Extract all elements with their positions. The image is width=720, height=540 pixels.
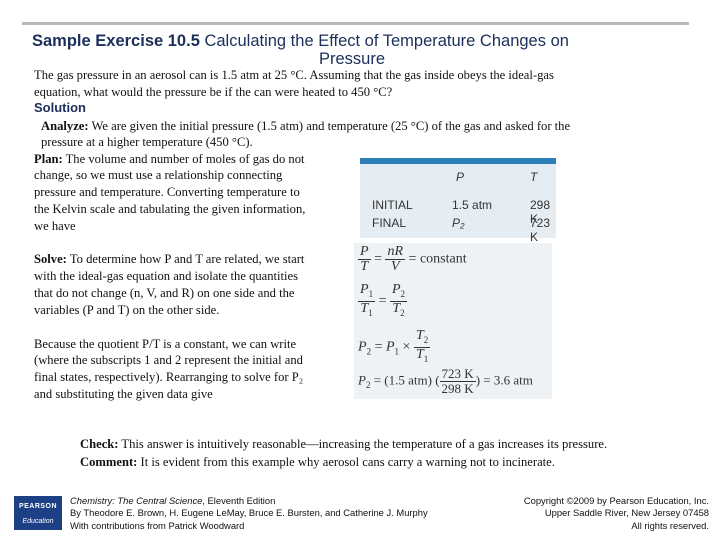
comment-line: Comment: It is evident from this example…: [80, 454, 555, 472]
book-edition: , Eleventh Edition: [202, 495, 276, 506]
table-row-initial-p: 1.5 atm: [452, 198, 493, 212]
footer-book-info: Chemistry: The Central Science, Eleventh…: [70, 495, 428, 532]
comment-label: Comment:: [80, 455, 138, 469]
exercise-number: Sample Exercise 10.5: [32, 32, 200, 50]
table-row-final-label: FINAL: [372, 216, 407, 230]
analyze-line-1: Analyze: We are given the initial pressu…: [41, 118, 570, 136]
equation-substituted: P2 = (1.5 atm) (723 K 298 K) = 3.6 atm: [358, 366, 533, 396]
table-row-initial-t: 298 K: [530, 198, 551, 226]
plan-line-4: the Kelvin scale and tabulating the give…: [34, 202, 306, 216]
table-row-final-t: 723 K: [530, 216, 551, 244]
because-line-2: (where the subscripts 1 and 2 represent …: [34, 353, 303, 367]
book-contributors: With contributions from Patrick Woodward: [70, 519, 245, 531]
equation-solve-p2: P2 = P1 × T2 T1: [358, 328, 431, 364]
exercise-title: Calculating the Effect of Temperature Ch…: [204, 32, 569, 50]
check-text: This answer is intuitively reasonable—in…: [121, 437, 608, 451]
p1-value: (1.5 atm): [384, 372, 432, 388]
solution-heading: Solution: [34, 100, 86, 115]
plan-label: Plan:: [34, 152, 63, 166]
comment-text: It is evident from this example why aero…: [140, 455, 555, 469]
solve-line-3: that do not change (n, V, and R) on one …: [34, 286, 295, 300]
t1-value: 298 K: [441, 381, 474, 396]
rights-line: All rights reserved.: [631, 519, 709, 531]
t2-value: 723 K: [439, 366, 476, 382]
plan-text: The volume and number of moles of gas do…: [65, 152, 305, 166]
slide-title: Sample Exercise 10.5 Calculating the Eff…: [32, 32, 672, 68]
analyze-label: Analyze:: [41, 119, 89, 133]
plan-line-1: Plan: The volume and number of moles of …: [34, 151, 305, 169]
footer-copyright: Copyright ©2009 by Pearson Education, In…: [524, 495, 709, 532]
analyze-line-2: pressure at a higher temperature (450 °C…: [41, 135, 253, 149]
table-header-t: T: [530, 170, 538, 184]
solve-line-4: variables (P and T) on the other side.: [34, 303, 220, 317]
address-line: Upper Saddle River, New Jersey 07458: [544, 507, 709, 519]
because-line-1: Because the quotient P/T is a constant, …: [34, 337, 297, 351]
times-sign: ×: [402, 339, 411, 355]
table-header-p: P: [456, 170, 465, 184]
table-row-final-p: P₂: [452, 216, 465, 230]
solve-line-1: Solve: To determine how P and T are rela…: [34, 251, 304, 269]
top-divider: [22, 22, 689, 25]
because-line-3: final states, respectively). Rearranging…: [34, 370, 304, 384]
exercise-title-line2: Pressure: [318, 50, 386, 68]
book-title: Chemistry: The Central Science: [70, 495, 203, 506]
analyze-text: We are given the initial pressure (1.5 a…: [91, 119, 571, 133]
plan-line-3: pressure and temperature. Converting tem…: [34, 185, 300, 199]
copyright-line: Copyright ©2009 by Pearson Education, In…: [523, 495, 709, 506]
book-authors: By Theodore E. Brown, H. Eugene LeMay, B…: [70, 507, 428, 519]
footer: PEARSON Education Chemistry: The Central…: [10, 488, 715, 534]
solve-line-2: with the ideal-gas equation and isolate …: [34, 269, 299, 283]
logo-bottom-text: Education: [22, 518, 54, 525]
check-line: Check: This answer is intuitively reason…: [80, 436, 607, 454]
plan-line-2: change, so we must use a relationship co…: [34, 168, 283, 182]
table-header-bar: [360, 158, 556, 164]
problem-line-2: equation, what would the pressure be if …: [34, 85, 393, 99]
equation-ratio: P1 T1 = P2 T2: [358, 282, 408, 318]
plan-line-5: we have: [34, 219, 76, 233]
given-data-table: P T INITIAL 1.5 atm 298 K FINAL P₂ 723 K: [360, 158, 556, 244]
problem-line-1: The gas pressure in an aerosol can is 1.…: [34, 68, 554, 82]
pearson-logo: PEARSON Education: [14, 496, 62, 530]
solve-text: To determine how P and T are related, we…: [69, 252, 305, 266]
constant-word: constant: [419, 251, 467, 267]
check-label: Check:: [80, 437, 119, 451]
logo-top-text: PEARSON: [18, 503, 58, 510]
book-title-line: Chemistry: The Central Science, Eleventh…: [70, 495, 428, 507]
because-line-4: and substituting the given data give: [34, 387, 213, 401]
table-row-initial-label: INITIAL: [372, 198, 413, 212]
solve-label: Solve:: [34, 252, 67, 266]
result-value: 3.6 atm: [493, 372, 533, 388]
